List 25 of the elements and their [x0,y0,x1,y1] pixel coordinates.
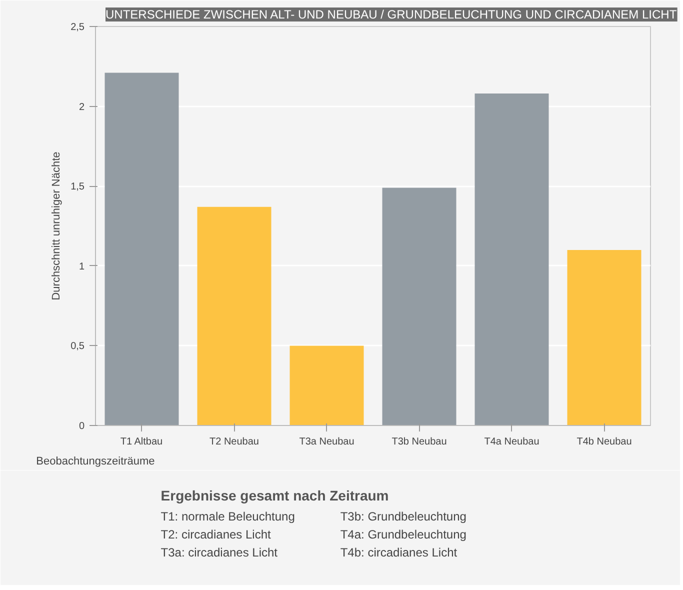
x-tick-label: T4a Neubau [484,436,540,448]
y-tick-label: 2 [78,102,85,113]
y-tick-label: 0 [78,421,85,432]
x-tick-label: T3b Neubau [392,436,447,448]
x-tick-label: T3a Neubau [299,436,354,448]
bar [567,250,642,426]
y-tick-label: 1,5 [70,182,85,193]
text: T1: normale Beleuchtung [160,510,295,524]
text: T4a: Grundbeleuchtung [340,528,466,542]
bar [290,346,364,426]
text: T3b: Grundbeleuchtung [340,510,466,524]
y-tick-label: 2,5 [70,22,85,33]
x-tick-label: T4b Neubau [576,436,632,448]
x-tick-label: T2 Neubau [210,436,259,448]
y-tick-label: 1 [78,261,85,272]
text: T2: circadianes Licht [160,528,272,542]
y-tick-label: 0,5 [70,341,85,352]
text: T3a: circadianes Licht [160,546,278,560]
y-axis-title: Durchschnitt unruhiger Nächte [50,152,63,300]
chart-title: UNTERSCHIEDE ZWISCHEN ALT- UND NEUBAU / GRUNDBELEUCHTUNG UND CIRCADIANEM LICHT [106,8,678,22]
x-tick-label: T1 Altbau [120,436,163,448]
x-axis-title: Beobachtungszeiträume [36,456,155,468]
text: Ergebnisse gesamt nach Zeitraum [160,488,389,504]
bar [197,206,272,426]
text: T4b: circadianes Licht [340,546,458,560]
